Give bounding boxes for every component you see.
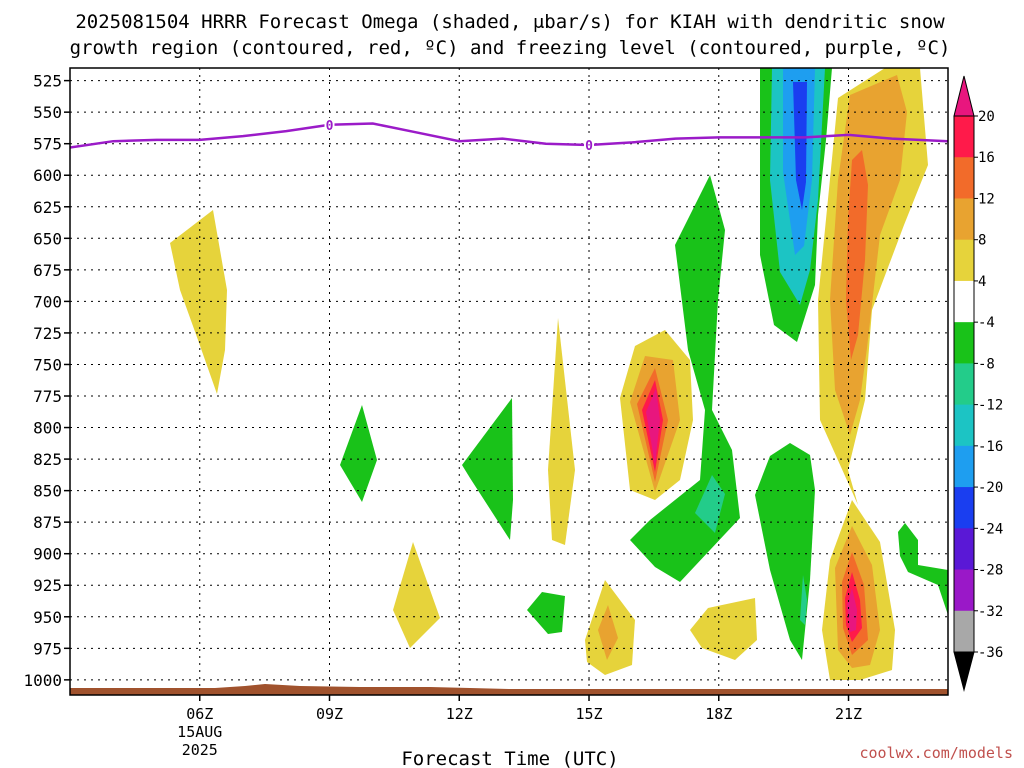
colorbar-tick-label: -32 xyxy=(978,604,1003,620)
omega-positive-area-13 xyxy=(830,75,907,435)
y-tick-label: 750 xyxy=(33,355,62,374)
colorbar-swatch xyxy=(954,116,974,158)
colorbar-tick-label: -24 xyxy=(978,521,1003,537)
y-tick-label: 950 xyxy=(33,608,62,627)
colorbar-tick-label: -8 xyxy=(978,356,995,372)
colorbar-swatch xyxy=(954,363,974,406)
x-axis-label: Forecast Time (UTC) xyxy=(401,748,618,768)
omega-negative-area-1 xyxy=(340,405,377,502)
colorbar-swatch xyxy=(954,404,974,447)
colorbar-tick-label: 8 xyxy=(978,233,986,249)
y-tick-label: 550 xyxy=(33,103,62,122)
x-year-label: 2025 xyxy=(182,741,218,759)
y-tick-label: 600 xyxy=(33,166,62,185)
colorbar-tick-label: -12 xyxy=(978,398,1003,414)
omega-negative-area-3 xyxy=(527,592,565,634)
y-tick-label: 875 xyxy=(33,513,62,532)
y-tick-label: 775 xyxy=(33,387,62,406)
y-tick-label: 825 xyxy=(33,450,62,469)
colorbar-swatch xyxy=(954,322,974,364)
y-tick-label: 975 xyxy=(33,639,62,658)
colorbar-swatch xyxy=(954,569,974,612)
chart-title-line-2: growth region (contoured, red, ºC) and f… xyxy=(70,37,951,59)
colorbar-swatch xyxy=(954,198,974,241)
colorbar-swatch xyxy=(954,487,974,529)
plot-frame xyxy=(69,67,949,696)
colorbar-tick-label: 20 xyxy=(978,109,995,125)
colorbar-swatch xyxy=(954,280,974,323)
x-tick-label: 21Z xyxy=(835,705,862,723)
colorbar-bottom-arrow xyxy=(953,651,975,692)
omega-positive-area-2 xyxy=(393,542,440,648)
colorbar-tick-label: -20 xyxy=(978,480,1003,496)
omega-positive-area-5 xyxy=(598,605,618,660)
y-tick-label: 800 xyxy=(33,419,62,438)
y-tick-label: 575 xyxy=(33,135,62,154)
y-tick-label: 675 xyxy=(33,261,62,280)
y-tick-label: 700 xyxy=(33,292,62,311)
omega-negative-area-2 xyxy=(462,398,513,540)
x-date-label: 15AUG xyxy=(177,723,222,741)
y-tick-label: 650 xyxy=(33,229,62,248)
colorbar-tick-label: 12 xyxy=(978,191,995,207)
y-tick-label: 625 xyxy=(33,198,62,217)
y-tick-label: 900 xyxy=(33,545,62,564)
omega-positive-area-19 xyxy=(847,588,857,632)
credit-text: coolwx.com/models xyxy=(859,744,1013,762)
omega-negative-area-12 xyxy=(898,523,948,615)
colorbar-tick-label: 4 xyxy=(978,274,986,290)
y-tick-label: 925 xyxy=(33,576,62,595)
colorbar-swatch xyxy=(954,528,974,571)
colorbar-tick-label: 16 xyxy=(978,150,995,166)
chart-title-line-1: 2025081504 HRRR Forecast Omega (shaded, … xyxy=(75,11,945,33)
x-tick-label: 15Z xyxy=(575,705,602,723)
y-tick-label: 850 xyxy=(33,482,62,501)
omega-positive-area-14 xyxy=(846,150,868,360)
x-tick-label: 09Z xyxy=(316,705,343,723)
y-tick-label: 525 xyxy=(33,72,62,91)
colorbar-tick-label: -4 xyxy=(978,315,995,331)
terrain-ground xyxy=(70,684,948,695)
y-axis: 525 550 575 600 625 650 675 700 725 750 775 800 825 8… xyxy=(23,72,70,690)
freezing-level-line xyxy=(70,122,948,149)
y-tick-label: 725 xyxy=(33,324,62,343)
freezing-level-label: 0 xyxy=(326,119,334,134)
x-tick-label: 12Z xyxy=(446,705,473,723)
colorbar-swatch xyxy=(954,610,974,653)
colorbar-legend: 20 16 12 8 4 -4 -8 -12 -16 -20 -24 -28 -32 -36 xyxy=(953,75,1003,692)
y-tick-label: 1000 xyxy=(23,671,62,690)
plot-area: 00 xyxy=(69,67,949,696)
omega-positive-area-10 xyxy=(646,388,660,465)
colorbar-swatch xyxy=(954,445,974,488)
omega-positive-area-1 xyxy=(170,210,227,394)
colorbar-top-arrow xyxy=(953,75,975,117)
omega-positive-area-3 xyxy=(548,318,575,545)
colorbar-tick-label: -16 xyxy=(978,439,1003,455)
colorbar-swatch xyxy=(954,239,974,282)
x-tick-label: 06Z xyxy=(186,705,213,723)
colorbar-tick-label: -36 xyxy=(978,645,1003,661)
x-tick-label: 18Z xyxy=(705,705,732,723)
omega-negative-area-11 xyxy=(793,82,807,210)
colorbar-tick-label: -28 xyxy=(978,563,1003,579)
omega-negative-area-5 xyxy=(695,475,725,533)
colorbar-swatch xyxy=(954,157,974,199)
omega-positive-area-11 xyxy=(690,598,757,660)
freezing-level-label: 0 xyxy=(585,139,593,154)
omega-negative-area-6 xyxy=(755,443,815,660)
omega-negative-area-7 xyxy=(800,575,807,625)
